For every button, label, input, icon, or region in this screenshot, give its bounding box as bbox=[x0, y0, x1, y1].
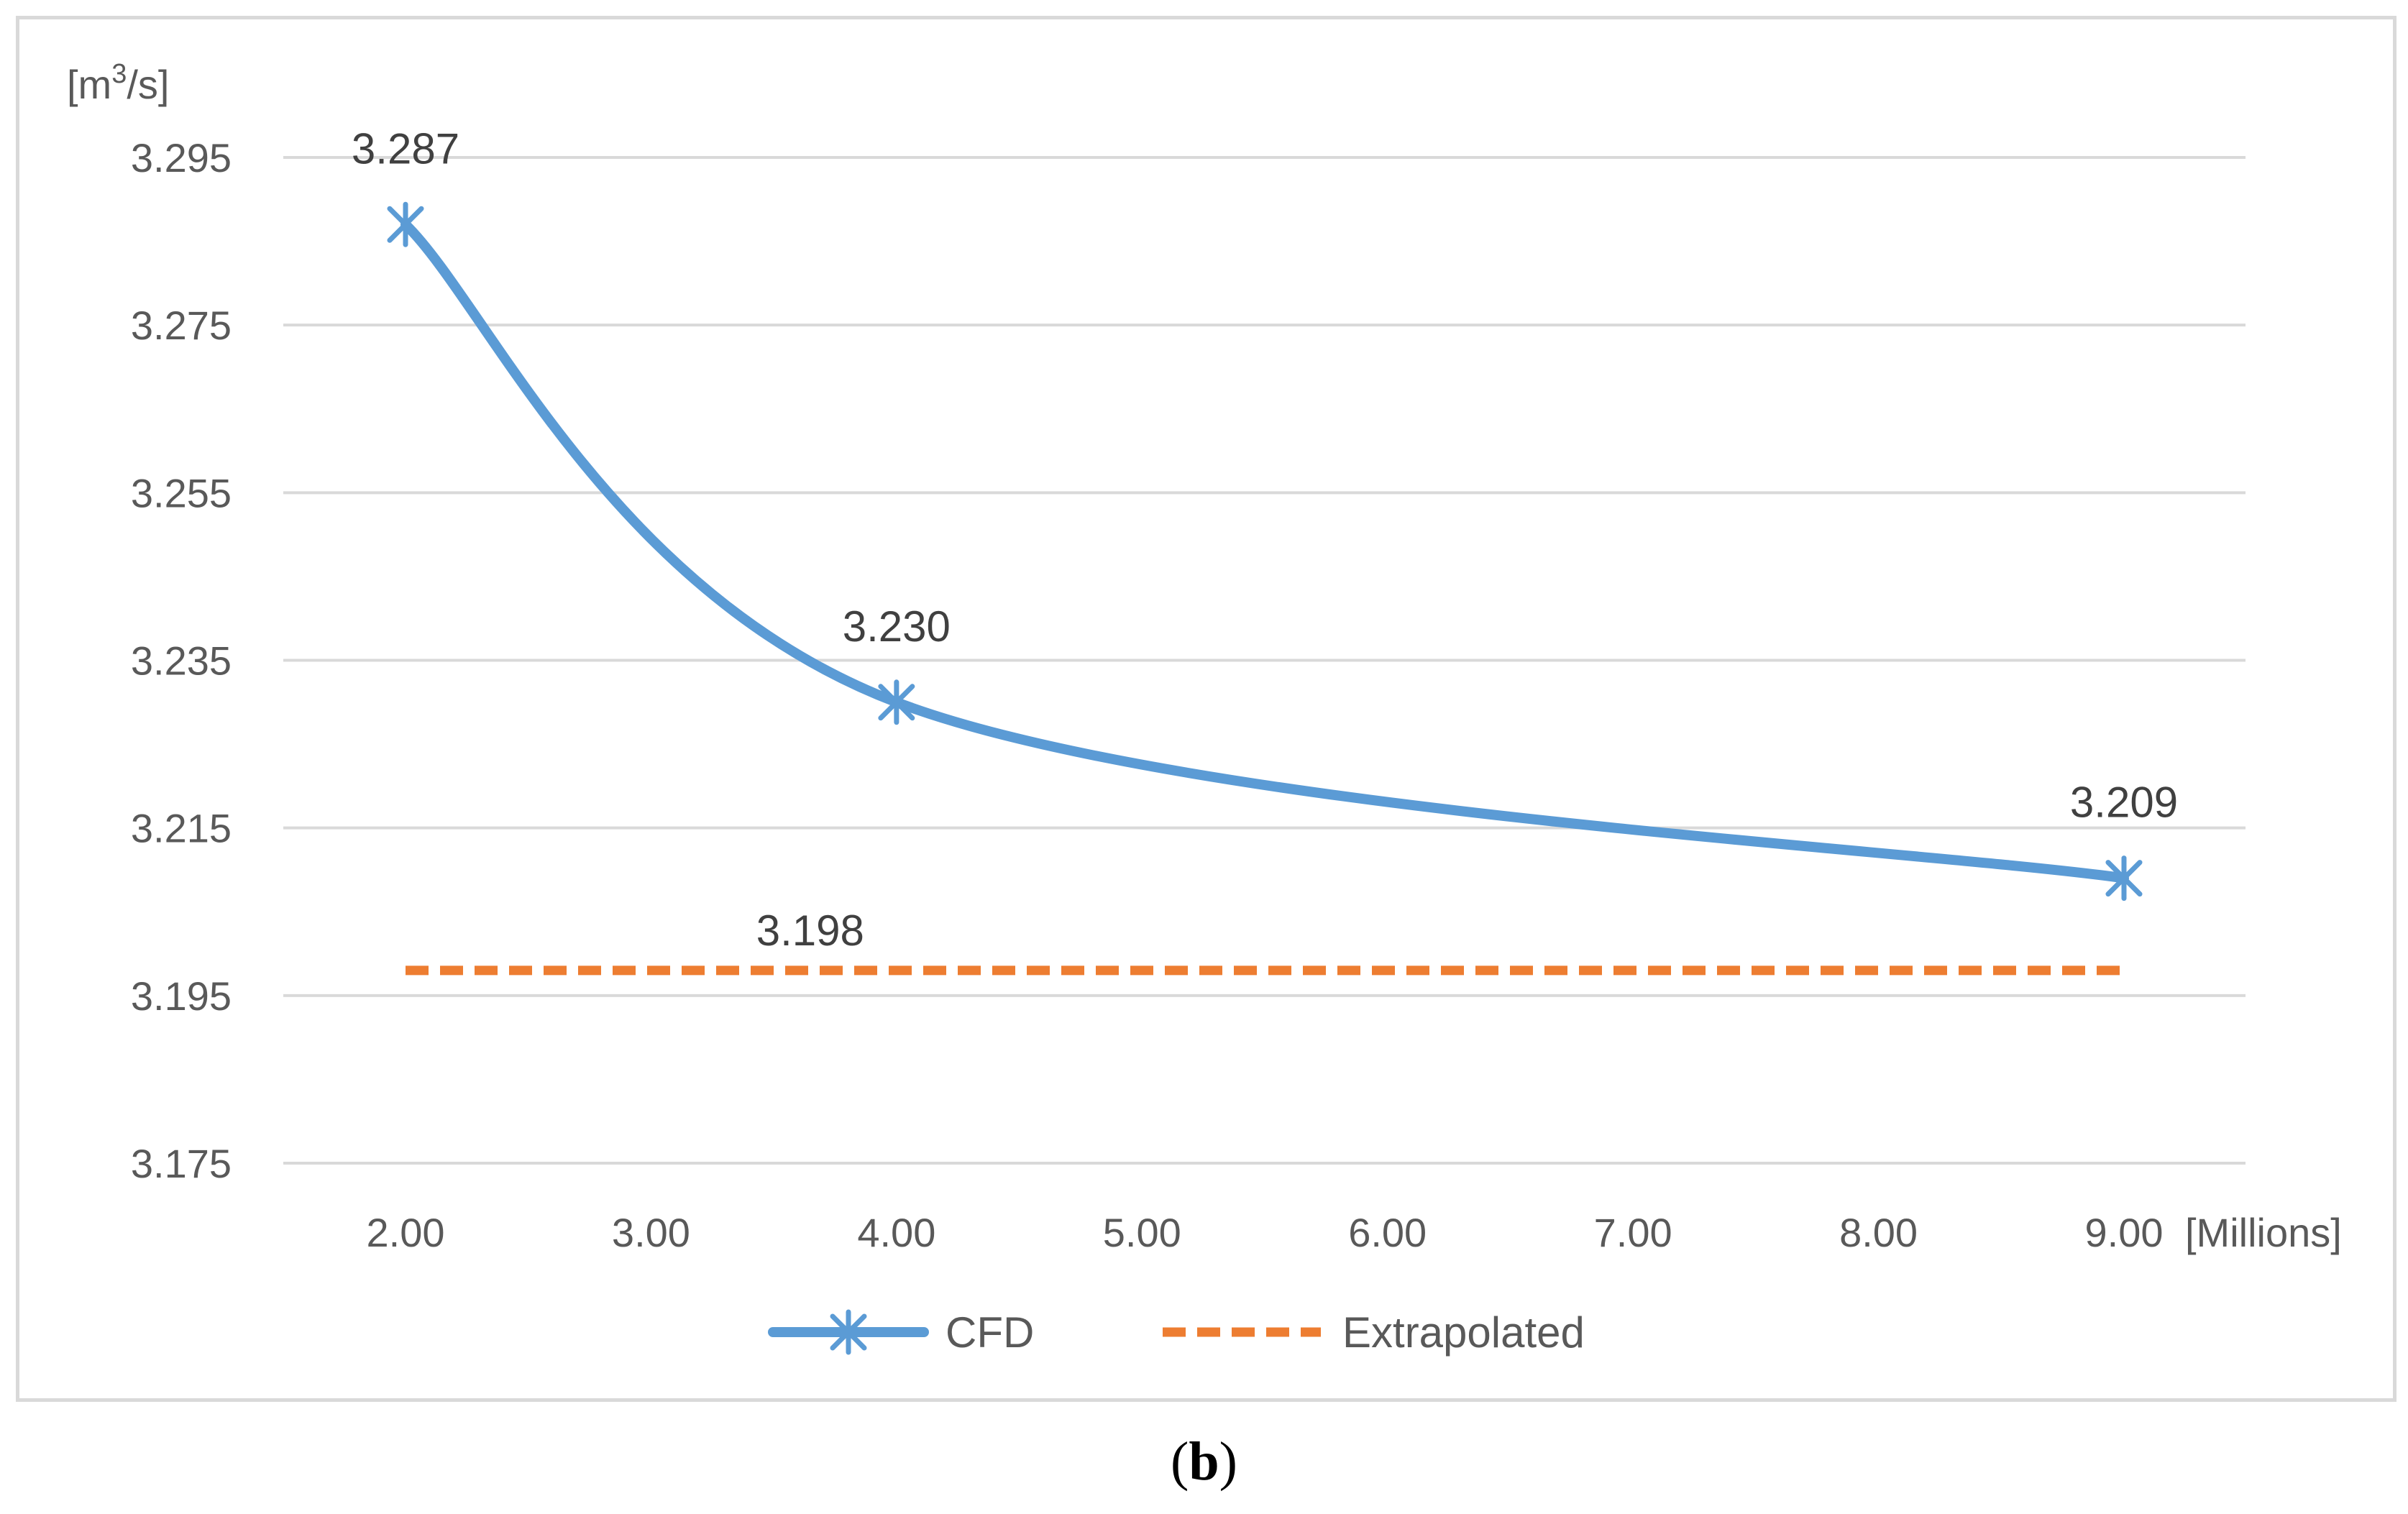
legend-item-extrapolated: Extrapolated bbox=[1163, 1308, 1585, 1357]
caption-open: ( bbox=[1171, 1431, 1189, 1492]
gridlines bbox=[283, 156, 2246, 1165]
x-tick-label: 5.00 bbox=[1103, 1210, 1181, 1255]
x-axis-ticks: 2.00 3.00 4.00 5.00 6.00 7.00 8.00 9.00 bbox=[367, 1210, 2164, 1255]
y-tick-label: 3.195 bbox=[131, 973, 232, 1019]
legend-item-cfd: CFD bbox=[768, 1308, 1034, 1357]
y-tick-label: 3.235 bbox=[131, 638, 232, 684]
legend-cfd-marker bbox=[830, 1309, 867, 1355]
chart-svg: 3.295 3.275 3.255 3.235 3.215 3.195 3.175 2.00… bbox=[67, 59, 2342, 1357]
cfd-point-marker bbox=[878, 679, 915, 725]
figure-caption: (b) bbox=[0, 1431, 2408, 1493]
caption-close: ) bbox=[1219, 1431, 1237, 1492]
data-label-cfd: 3.230 bbox=[843, 602, 951, 651]
x-tick-label: 6.00 bbox=[1348, 1210, 1427, 1255]
legend-cfd-label: CFD bbox=[946, 1308, 1034, 1357]
chart-frame: 3.295 3.275 3.255 3.235 3.215 3.195 3.175 2.00… bbox=[16, 16, 2396, 1402]
y-axis-ticks: 3.295 3.275 3.255 3.235 3.215 3.195 3.175 bbox=[131, 135, 232, 1186]
x-tick-label: 3.00 bbox=[612, 1210, 690, 1255]
x-axis-label: [Millions] bbox=[2185, 1210, 2342, 1255]
x-tick-label: 7.00 bbox=[1594, 1210, 1672, 1255]
data-label-cfd: 3.209 bbox=[2070, 779, 2178, 827]
y-tick-label: 3.295 bbox=[131, 135, 232, 180]
x-tick-label: 8.00 bbox=[1839, 1210, 1918, 1255]
x-tick-label: 4.00 bbox=[857, 1210, 935, 1255]
y-axis-label-sup: 3 bbox=[111, 59, 127, 89]
y-axis-label: [m3/s] bbox=[67, 59, 169, 107]
caption-letter: b bbox=[1189, 1431, 1219, 1492]
cfd-point-marker bbox=[387, 201, 424, 247]
series-cfd-line bbox=[400, 219, 2129, 884]
y-tick-label: 3.215 bbox=[131, 806, 232, 851]
x-tick-label: 2.00 bbox=[367, 1210, 445, 1255]
series-layer bbox=[387, 201, 2143, 976]
x-tick-label: 9.00 bbox=[2085, 1210, 2164, 1255]
legend: CFD Extrapolated bbox=[768, 1308, 1585, 1357]
y-tick-label: 3.255 bbox=[131, 470, 232, 515]
y-tick-label: 3.175 bbox=[131, 1141, 232, 1186]
data-label-extrapolated: 3.198 bbox=[756, 907, 864, 955]
legend-extrapolated-label: Extrapolated bbox=[1342, 1308, 1585, 1357]
y-axis-label-base: [m bbox=[67, 62, 111, 107]
y-axis-label-tail: /s] bbox=[127, 62, 169, 107]
y-tick-label: 3.275 bbox=[131, 303, 232, 348]
data-label-cfd: 3.287 bbox=[352, 124, 459, 173]
cfd-point-marker bbox=[2105, 855, 2143, 901]
data-labels: 3.198 3.287 3.230 3.209 bbox=[352, 124, 2178, 955]
